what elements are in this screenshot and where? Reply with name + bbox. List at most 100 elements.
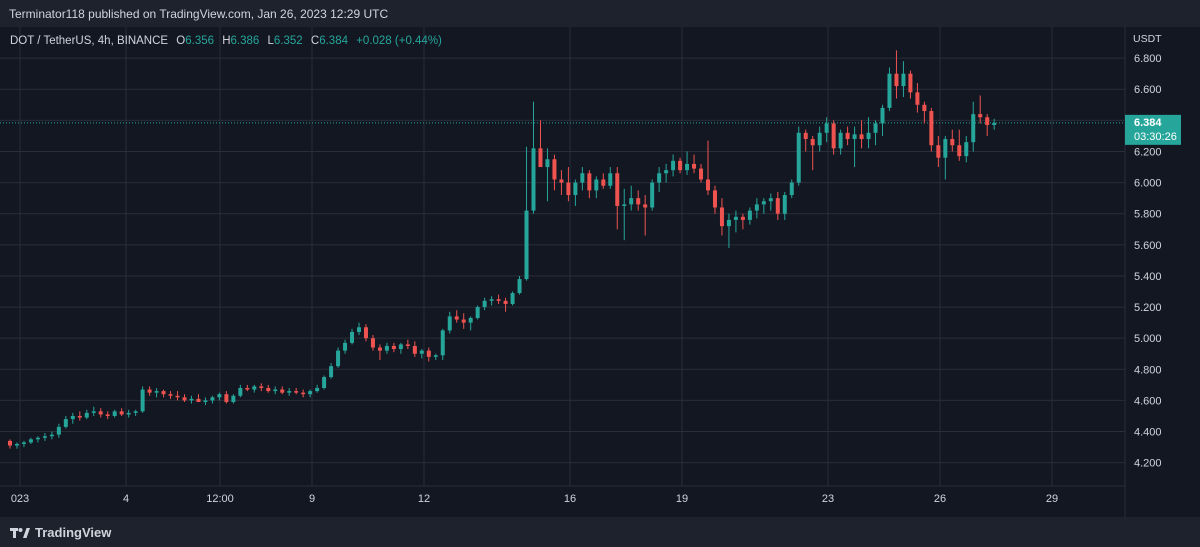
candle-body (433, 355, 438, 357)
candle-body (692, 163, 697, 169)
candle (161, 389, 166, 398)
time-tick-label: 19 (676, 493, 688, 505)
candle (468, 316, 473, 331)
candle (426, 347, 431, 362)
candle (503, 297, 508, 312)
candle (678, 157, 683, 174)
candle (803, 129, 808, 152)
open-value: 6.356 (185, 35, 215, 47)
candle (789, 179, 794, 199)
candle (664, 163, 669, 183)
candle (538, 120, 543, 168)
candle (650, 179, 655, 211)
candle (336, 347, 341, 368)
candle-body (985, 117, 990, 126)
candle-body (273, 389, 278, 392)
candle-body (482, 300, 487, 308)
candle (322, 375, 327, 390)
candle-body (803, 132, 808, 140)
candle (412, 341, 417, 357)
candle (405, 339, 410, 350)
time-axis-labels[interactable]: 023 4 12:00 9 12 16 19 23 26 29 (11, 493, 1058, 505)
candle (8, 439, 12, 449)
candle-body (712, 190, 717, 208)
candle (559, 170, 564, 196)
candle-body (426, 350, 431, 357)
candle-body (866, 132, 871, 140)
candle-body (140, 389, 145, 412)
candle-body (322, 377, 327, 388)
time-tick-label: 12 (418, 493, 430, 505)
candle (28, 437, 33, 444)
candle (719, 198, 724, 236)
price-tick-label: 6.200 (1134, 146, 1162, 158)
candle-body (552, 159, 557, 180)
time-tick-label: 9 (309, 493, 315, 505)
candle (182, 394, 187, 402)
candle-body (636, 198, 641, 205)
candle (608, 167, 613, 189)
candle (175, 391, 180, 401)
candle (133, 409, 138, 416)
open-label: O (176, 35, 186, 47)
candle (657, 167, 662, 192)
candle-body (14, 443, 19, 446)
candle-body (315, 387, 320, 392)
high-value: 6.386 (230, 35, 260, 47)
candle-body (398, 344, 403, 350)
candle (280, 386, 285, 395)
candle-body (950, 139, 955, 146)
candle-body (908, 73, 913, 93)
price-tick-label: 5.600 (1134, 240, 1162, 252)
candle-body (789, 182, 794, 196)
candle (42, 433, 47, 441)
candle-body (8, 440, 12, 446)
candle-body (461, 319, 466, 323)
candle-body (391, 345, 396, 350)
symbol-title[interactable]: DOT / TetherUS, 4h, BINANCE (10, 35, 169, 47)
candle (343, 339, 348, 354)
candle (978, 95, 983, 124)
candle-body (559, 179, 564, 183)
brand[interactable]: TradingView (10, 523, 111, 541)
candle (761, 198, 766, 214)
candle (489, 296, 494, 306)
candle (692, 154, 697, 174)
candle-body (831, 123, 836, 149)
candle (594, 176, 599, 199)
candle-body (754, 204, 759, 211)
candle-body (566, 182, 571, 196)
candle (231, 394, 236, 404)
price-tick-label: 5.400 (1134, 271, 1162, 283)
candle-body (817, 132, 822, 146)
candle-body (901, 73, 906, 87)
candle-body (524, 210, 529, 280)
candle (685, 151, 690, 175)
candle-body (719, 207, 724, 227)
candle-body (405, 344, 410, 346)
candle-body (21, 442, 26, 444)
candle-body (238, 387, 243, 396)
candle-body (287, 391, 292, 393)
candle (706, 140, 710, 196)
candle-body (650, 182, 655, 208)
candle (817, 126, 822, 152)
candle-body (363, 327, 368, 339)
price-chart[interactable]: USDT 4.200 4.400 4.600 4.800 5.000 5.200 5.400… (0, 27, 1200, 517)
chart-area[interactable]: USDT 4.200 4.400 4.600 4.800 5.000 5.200 5.400… (0, 27, 1200, 517)
candle (196, 394, 201, 402)
candle-body (189, 398, 194, 401)
candle-body (259, 386, 264, 388)
candle (643, 195, 648, 236)
candle (880, 104, 885, 136)
last-price-badge: 6.384 03:30:26 (1125, 114, 1181, 145)
candle (796, 126, 801, 186)
candle (419, 349, 424, 359)
close-label: C (310, 35, 320, 47)
candle (21, 440, 26, 448)
candle (384, 342, 389, 354)
candle-body (384, 345, 389, 351)
symbol-legend: DOT / TetherUS, 4h, BINANCE O6.356 H6.38… (10, 35, 442, 47)
candle (587, 170, 592, 199)
candle (119, 408, 124, 416)
